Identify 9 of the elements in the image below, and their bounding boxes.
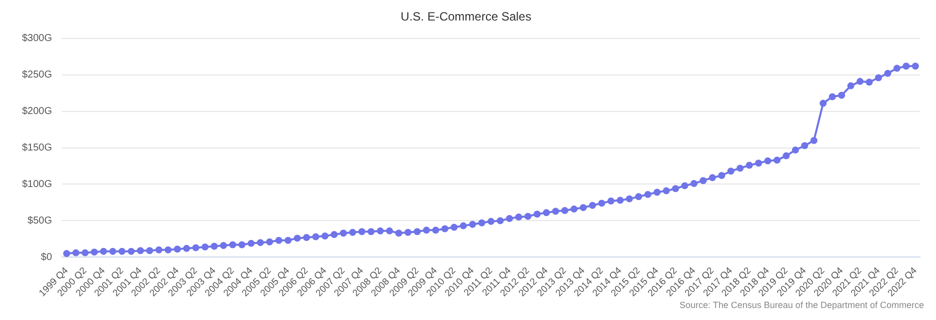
y-tick-label: $0 <box>40 252 52 263</box>
y-tick-label: $150G <box>22 142 52 154</box>
y-tick-label: $100G <box>22 178 52 190</box>
source-note: Source: The Census Bureau of the Department of Commerce <box>680 300 924 310</box>
y-tick-label: $250G <box>22 70 52 81</box>
y-tick-label: $300G <box>22 33 52 44</box>
y-tick-label: $50G <box>28 215 52 226</box>
y-tick-label: $200G <box>22 106 52 118</box>
chart-title: U.S. E-Commerce Sales <box>400 10 532 24</box>
